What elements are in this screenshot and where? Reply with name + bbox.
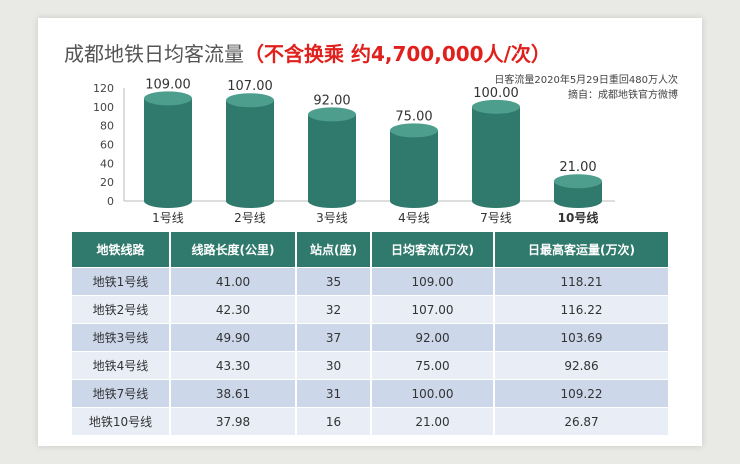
bar-top [554,174,602,189]
bar-top [472,99,520,114]
title-highlight: （不含换乘 约4,700,000人/次） [244,42,551,66]
table-row: 地铁4号线 43.30 30 75.00 92.86 [72,351,668,380]
table-header-cell: 日均客流(万次) [371,232,495,268]
table-header-cell: 地铁线路 [72,232,171,268]
table-cell: 42.30 [170,295,297,324]
table-cell: 92.86 [494,351,668,380]
bar-base [554,194,602,208]
x-tick-label: 10号线 [558,210,599,225]
table-cell: 16 [296,407,372,435]
x-tick-label: 2号线 [234,211,266,225]
table-cell: 26.87 [494,407,668,435]
table-cell: 地铁4号线 [72,351,171,380]
table-body: 地铁1号线 41.00 35 109.00 118.21 地铁2号线 42.30 32 107.… [72,267,668,435]
table-cell: 38.61 [170,379,297,408]
bar-body [390,130,438,201]
table-cell: 32 [296,295,372,324]
table-cell: 49.90 [170,323,297,352]
bar-value-label: 75.00 [395,109,432,124]
y-tick-label: 80 [100,120,114,133]
bar-base [390,194,438,208]
table-header-row: 地铁线路 线路长度(公里) 站点(座) 日均客流(万次) 日最高客运量(万次) [72,232,668,268]
table-cell: 地铁10号线 [72,407,171,435]
table-header-cell: 站点(座) [296,232,372,268]
x-tick-label: 1号线 [152,211,184,225]
table-header-cell: 日最高客运量(万次) [494,232,668,268]
bar-body [308,114,356,201]
table-header-cell: 线路长度(公里) [170,232,297,268]
y-tick-label: 0 [107,195,114,208]
table-cell: 75.00 [371,351,495,380]
bar-body [144,98,192,201]
table-cell: 30 [296,351,372,380]
bar-value-label: 92.00 [313,93,350,108]
x-tick-label: 3号线 [316,211,348,225]
bar-body [472,106,520,201]
table-row: 地铁2号线 42.30 32 107.00 116.22 [72,295,668,324]
table-cell: 地铁7号线 [72,379,171,408]
table-cell: 107.00 [371,295,495,324]
note-line-1: 日客流量2020年5月29日重回480万人次 [494,75,678,86]
table-cell: 地铁1号线 [72,267,171,296]
bar-value-label: 107.00 [227,79,273,94]
table-cell: 地铁2号线 [72,295,171,324]
table-cell: 116.22 [494,295,668,324]
bar-base [226,194,274,208]
bar-body [226,100,274,201]
title-prefix: 成都地铁日均客流量 [64,42,244,66]
table-cell: 118.21 [494,267,668,296]
y-tick-label: 60 [100,139,114,152]
table-cell: 109.00 [371,267,495,296]
table-cell: 35 [296,267,372,296]
ridership-bar-chart: 0 20 40 60 80 100 120 109.00 1号线 107.00 2号线 92.00 3号… [93,77,615,225]
table-row: 地铁1号线 41.00 35 109.00 118.21 [72,267,668,296]
bar-top [308,107,356,122]
bar-value-label: 109.00 [145,77,191,92]
table-cell: 21.00 [371,407,495,435]
page-title: 成都地铁日均客流量（不含换乘 约4,700,000人/次） [64,38,551,67]
bar-base [144,194,192,208]
table-cell: 31 [296,379,372,408]
note-line-2: 摘自：成都地铁官方微博 [568,90,678,101]
bar-value-label: 100.00 [473,86,519,101]
table-cell: 92.00 [371,323,495,352]
table-cell: 103.69 [494,323,668,352]
bar-base [308,194,356,208]
y-tick-label: 120 [93,82,114,95]
metro-lines-table: 地铁线路 线路长度(公里) 站点(座) 日均客流(万次) 日最高客运量(万次) 地铁1号… [72,232,668,435]
y-tick-label: 40 [100,157,114,170]
table-cell: 37 [296,323,372,352]
bar-value-label: 21.00 [559,160,596,175]
y-tick-label: 20 [100,176,114,189]
table-cell: 109.22 [494,379,668,408]
x-tick-label: 7号线 [480,211,512,225]
table-cell: 41.00 [170,267,297,296]
table-row: 地铁10号线 37.98 16 21.00 26.87 [72,407,668,435]
table-row: 地铁7号线 38.61 31 100.00 109.22 [72,379,668,408]
x-tick-label: 4号线 [398,211,430,225]
bar-top [226,93,274,108]
table-cell: 100.00 [371,379,495,408]
table-cell: 地铁3号线 [72,323,171,352]
bar-top [390,123,438,138]
y-tick-label: 100 [93,101,114,114]
bar-top [144,91,192,106]
table-row: 地铁3号线 49.90 37 92.00 103.69 [72,323,668,352]
source-note: 日客流量2020年5月29日重回480万人次 摘自：成都地铁官方微博 [494,73,678,103]
table-cell: 43.30 [170,351,297,380]
bar-base [472,194,520,208]
table-cell: 37.98 [170,407,297,435]
